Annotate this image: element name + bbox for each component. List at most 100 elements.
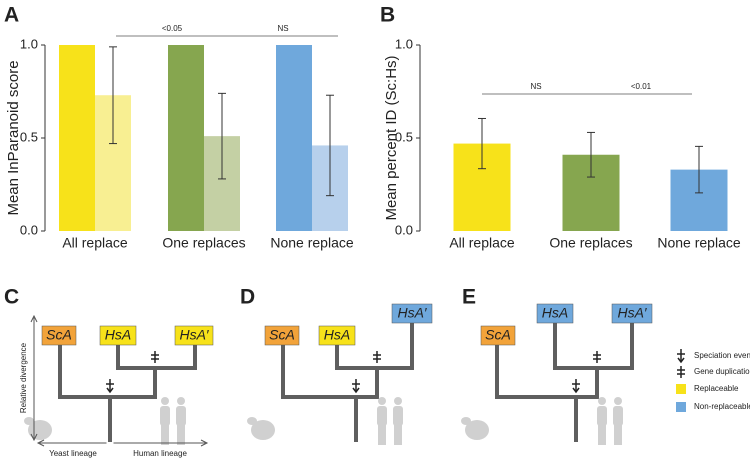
speciation-symbol xyxy=(106,379,114,394)
panel-letter: A xyxy=(4,4,19,27)
axis-arrow xyxy=(36,439,209,447)
human-head xyxy=(161,397,169,405)
yeast-icon xyxy=(251,420,275,440)
panel-letter: C xyxy=(4,286,19,309)
x-tick-label: One replaces xyxy=(549,235,632,251)
human-legs xyxy=(598,425,606,445)
panel-letter: E xyxy=(462,286,476,309)
symbol-arrow xyxy=(106,387,114,394)
significance-label: NS xyxy=(530,82,541,91)
yeast-icon xyxy=(24,417,34,425)
human-head xyxy=(177,397,185,405)
speciation-symbol xyxy=(677,349,685,364)
human-legs xyxy=(378,425,386,445)
gene-label: ScA xyxy=(46,327,72,343)
human-head xyxy=(614,397,622,405)
error-bar xyxy=(218,92,226,180)
gene-label: ScA xyxy=(485,327,511,343)
human-legs xyxy=(161,425,169,445)
panel-letter: B xyxy=(380,4,395,27)
human-head xyxy=(378,397,386,405)
human-body xyxy=(377,406,387,426)
legend-label: Non-replaceable xyxy=(694,402,750,411)
human-head xyxy=(598,397,606,405)
x-tick-label: All replace xyxy=(449,235,515,251)
gene-label: HsA xyxy=(324,327,350,343)
y-tick-label: 0.5 xyxy=(20,129,38,144)
x-tick-label: All replace xyxy=(62,235,128,251)
significance-label: <0.01 xyxy=(631,82,652,91)
x-tick-label: None replace xyxy=(270,235,353,251)
duplication-symbol xyxy=(151,351,159,363)
gene-label: HsA′ xyxy=(617,305,647,321)
y-tick-label: 1.0 xyxy=(20,36,38,51)
y-tick-label: 0.0 xyxy=(395,222,413,237)
gene-label: HsA xyxy=(105,327,131,343)
duplication-symbol xyxy=(373,351,381,363)
error-bar xyxy=(587,131,595,178)
legend-label: Gene duplication xyxy=(694,367,750,376)
y-axis-label: Mean percent ID (Sc:Hs) xyxy=(383,55,400,220)
gene-box xyxy=(391,303,433,324)
symbol-arrow xyxy=(572,387,580,394)
lineage-label: Human lineage xyxy=(133,449,187,458)
gene-box xyxy=(264,325,300,346)
error-bar xyxy=(478,117,486,170)
yeast-icon xyxy=(465,420,489,440)
x-tick-label: None replace xyxy=(657,235,740,251)
legend-swatch xyxy=(676,402,686,412)
significance-label: <0.05 xyxy=(162,24,183,33)
error-bar xyxy=(695,145,703,194)
human-icon xyxy=(160,397,186,445)
human-head xyxy=(394,397,402,405)
yeast-icon xyxy=(247,417,257,425)
human-icon xyxy=(377,397,403,445)
y-axis-label: Mean InParanoid score xyxy=(5,60,22,215)
human-icon xyxy=(597,397,623,445)
human-body xyxy=(613,406,623,426)
axis-arrow xyxy=(30,314,38,442)
error-bar xyxy=(109,46,117,145)
human-legs xyxy=(177,425,185,445)
speciation-symbol xyxy=(352,379,360,394)
human-body xyxy=(160,406,170,426)
significance-label: NS xyxy=(277,24,288,33)
bar xyxy=(59,45,95,231)
bar xyxy=(276,45,312,231)
legend-label: Speciation event xyxy=(694,351,750,360)
yeast-icon xyxy=(461,417,471,425)
duplication-symbol xyxy=(593,351,601,363)
divergence-label: Relative divergence xyxy=(19,342,28,413)
gene-box xyxy=(41,325,77,346)
human-legs xyxy=(614,425,622,445)
human-body xyxy=(597,406,607,426)
symbol-arrow xyxy=(677,357,685,364)
y-tick-label: 0.0 xyxy=(20,222,38,237)
error-bar xyxy=(326,94,334,197)
lineage-label: Yeast lineage xyxy=(49,449,97,458)
human-body xyxy=(393,406,403,426)
gene-box xyxy=(99,325,137,346)
y-tick-label: 1.0 xyxy=(395,36,413,51)
gene-label: HsA′ xyxy=(397,305,427,321)
y-tick-label: 0.5 xyxy=(395,129,413,144)
gene-label: ScA xyxy=(269,327,295,343)
x-tick-label: One replaces xyxy=(162,235,245,251)
bar xyxy=(168,45,204,231)
gene-box xyxy=(174,325,214,346)
speciation-symbol xyxy=(572,379,580,394)
gene-box xyxy=(480,325,516,346)
gene-box xyxy=(318,325,356,346)
gene-box xyxy=(611,303,653,324)
human-body xyxy=(176,406,186,426)
gene-label: HsA xyxy=(542,305,568,321)
legend-swatch xyxy=(676,384,686,394)
panel-letter: D xyxy=(240,286,255,309)
legend-label: Replaceable xyxy=(694,384,739,393)
gene-box xyxy=(536,303,574,324)
duplication-symbol xyxy=(677,366,685,378)
symbol-arrow xyxy=(352,387,360,394)
human-legs xyxy=(394,425,402,445)
gene-label: HsA′ xyxy=(179,327,209,343)
